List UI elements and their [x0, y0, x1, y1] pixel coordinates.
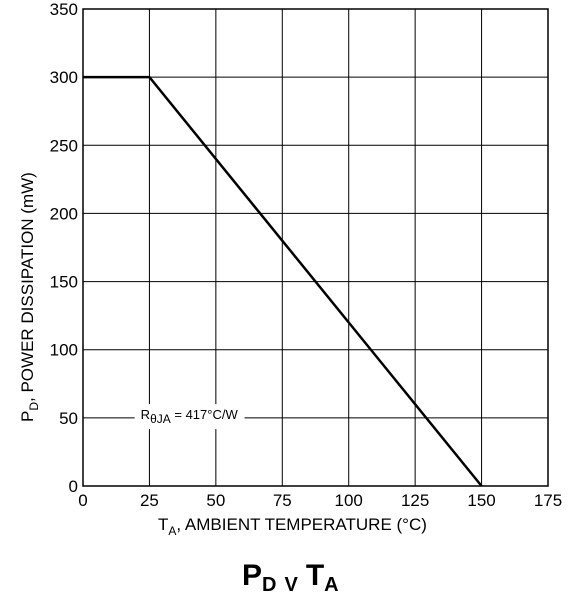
caption-p: P	[242, 559, 262, 592]
annotation-main: R	[141, 407, 150, 422]
caption-p-subscript: D	[262, 574, 276, 594]
y-axis-label: PD, POWER DISSIPATION (mW)	[18, 172, 41, 422]
x-tick-label: 175	[534, 491, 562, 510]
annotation-rest: = 417°C/W	[171, 407, 239, 422]
derating-curve	[83, 75, 483, 487]
caption-t: T	[306, 559, 324, 592]
x-axis-label-main: T	[158, 515, 168, 534]
plot-frame	[82, 8, 549, 487]
y-tick-label: 200	[50, 204, 78, 223]
x-tick-label: 125	[401, 491, 429, 510]
x-tick-label: 25	[140, 491, 159, 510]
annotation-label: RθJA = 417°C/W	[141, 407, 239, 426]
thermal-resistance-annotation: RθJA = 417°C/W	[134, 404, 245, 430]
x-axis-label: TA, AMBIENT TEMPERATURE (°C)	[158, 515, 427, 538]
x-axis-label-subscript: A	[168, 524, 176, 538]
y-axis-label-main: P	[18, 411, 37, 422]
y-tick-label: 50	[59, 409, 78, 428]
annotation-background	[134, 404, 245, 430]
chart-caption: PD V TA	[242, 559, 339, 594]
caption-v: V	[284, 574, 298, 594]
annotation-subscript: θJA	[150, 412, 171, 426]
y-tick-labels: 0 50 100 150 200 250 300 350	[50, 0, 78, 496]
caption-t-subscript: A	[324, 574, 338, 594]
y-axis-label-rest: , POWER DISSIPATION (mW)	[18, 172, 37, 402]
x-tick-label: 75	[273, 491, 292, 510]
y-tick-label: 250	[50, 136, 78, 155]
y-axis-label-subscript: D	[27, 402, 41, 411]
x-axis-label-rest: , AMBIENT TEMPERATURE (°C)	[176, 515, 427, 534]
y-tick-label: 350	[50, 0, 78, 19]
x-tick-labels: 0 25 50 75 100 125 150 175	[78, 491, 562, 510]
series-group	[83, 75, 483, 487]
y-tick-label: 0	[69, 477, 78, 496]
x-tick-label: 0	[78, 491, 87, 510]
y-tick-label: 100	[50, 341, 78, 360]
grid-lines	[82, 8, 549, 487]
x-tick-label: 150	[467, 491, 495, 510]
y-tick-label: 300	[50, 68, 78, 87]
x-tick-label: 100	[335, 491, 363, 510]
x-tick-label: 50	[206, 491, 225, 510]
y-tick-label: 150	[50, 273, 78, 292]
